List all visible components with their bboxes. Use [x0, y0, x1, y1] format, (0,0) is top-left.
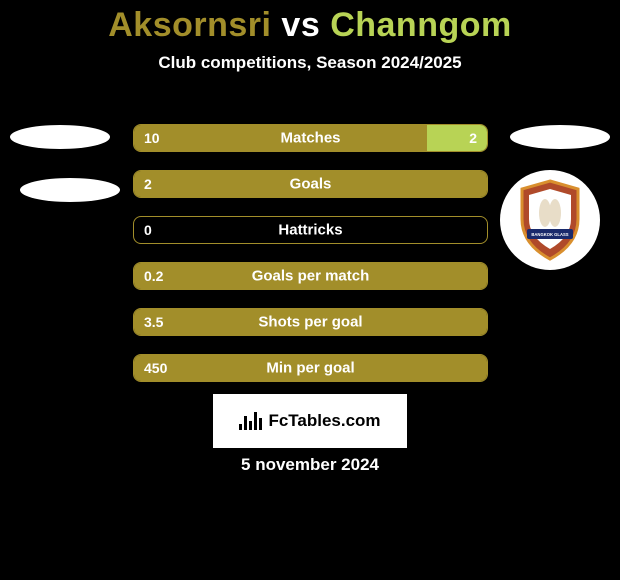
left-team-oval-2 [20, 178, 120, 202]
title-vs: vs [271, 6, 330, 44]
bar-label: Shots per goal [134, 314, 487, 331]
stat-bar: 0Hattricks [133, 216, 488, 244]
bar-label: Min per goal [134, 360, 487, 377]
stat-bars: 102Matches 2Goals 0Hattricks 0.2Goals per m… [133, 124, 488, 400]
bar-chart-icon [239, 412, 262, 430]
right-team-oval [510, 125, 610, 149]
title-left: Aksornsri [108, 6, 271, 44]
shield-icon: BANGKOK GLASS [515, 179, 585, 261]
left-team-oval-1 [10, 125, 110, 149]
badge-label: BANGKOK GLASS [531, 232, 568, 237]
subtitle: Club competitions, Season 2024/2025 [0, 53, 620, 73]
bar-label: Goals [134, 176, 487, 193]
footer-date: 5 november 2024 [0, 455, 620, 475]
bar-label: Matches [134, 130, 487, 147]
right-team-badge: BANGKOK GLASS [500, 170, 600, 270]
footer-site-text: FcTables.com [268, 411, 380, 431]
footer-site-box: FcTables.com [213, 394, 407, 448]
title-right: Channgom [330, 6, 512, 44]
bar-label: Hattricks [134, 222, 487, 239]
stat-bar: 102Matches [133, 124, 488, 152]
bar-label: Goals per match [134, 268, 487, 285]
page-title: Aksornsri vs Channgom [0, 0, 620, 45]
stat-bar: 450Min per goal [133, 354, 488, 382]
stat-bar: 2Goals [133, 170, 488, 198]
stat-bar: 3.5Shots per goal [133, 308, 488, 336]
stat-bar: 0.2Goals per match [133, 262, 488, 290]
